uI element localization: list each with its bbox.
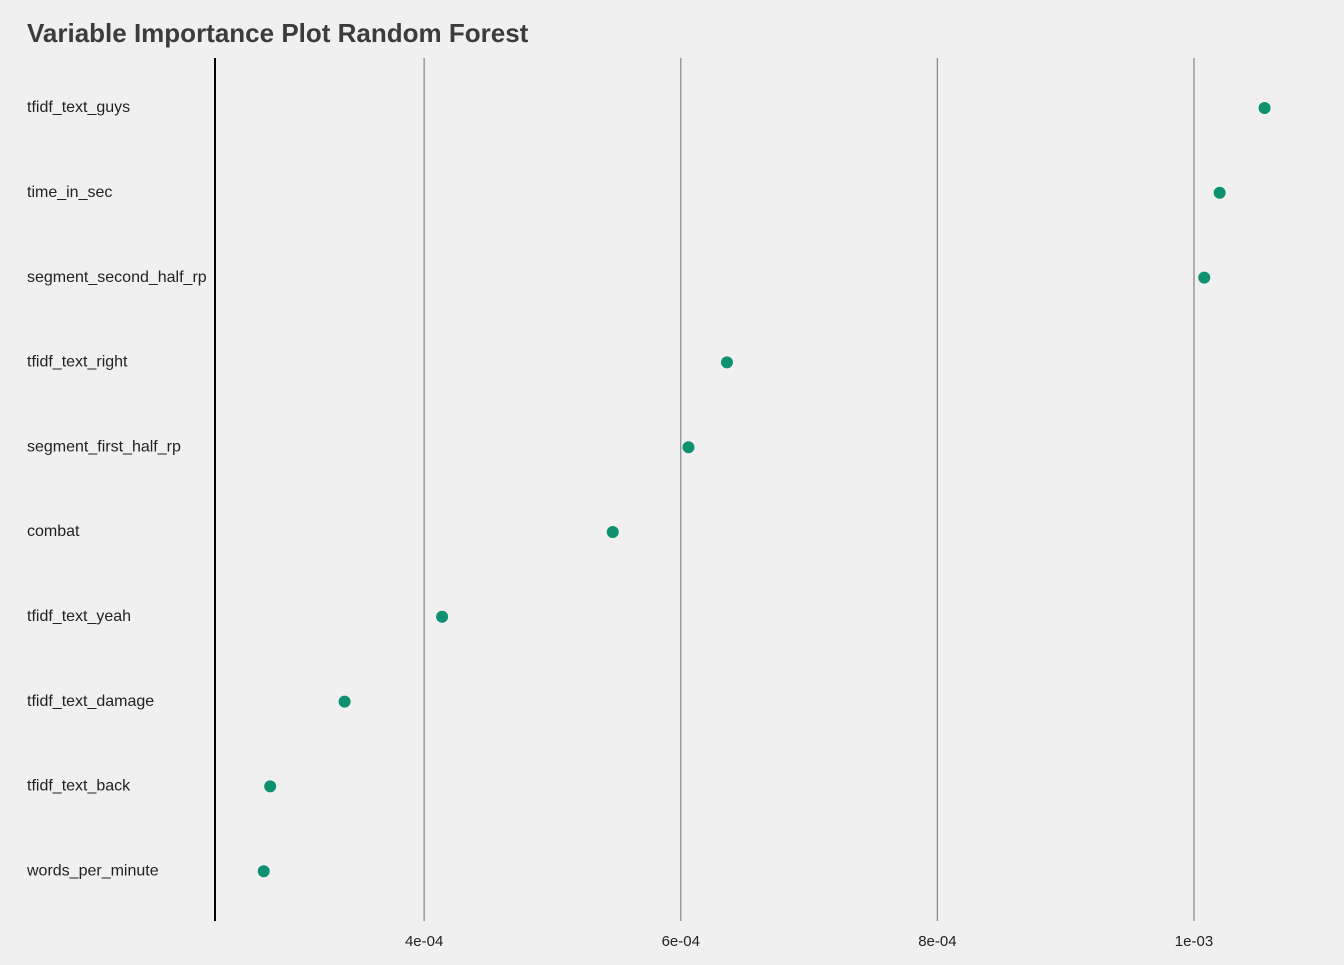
- x-tick-label: 8e-04: [918, 933, 956, 950]
- data-point: [338, 695, 351, 708]
- y-tick-label: tfidf_text_yeah: [27, 608, 131, 625]
- data-points: [257, 102, 1271, 878]
- x-tick-label: 6e-04: [662, 933, 700, 950]
- y-tick-label: tfidf_text_guys: [27, 99, 130, 116]
- data-point: [682, 441, 695, 454]
- x-tick-label: 1e-03: [1175, 933, 1213, 950]
- data-point: [1258, 102, 1271, 114]
- data-point: [436, 610, 449, 623]
- data-point: [1198, 271, 1211, 284]
- gridlines: [423, 58, 1195, 921]
- data-point: [264, 780, 277, 793]
- chart-title: Variable Importance Plot Random Forest: [27, 18, 529, 48]
- data-point: [720, 356, 733, 369]
- data-point: [257, 865, 270, 878]
- data-point: [606, 526, 619, 538]
- y-tick-label: words_per_minute: [26, 862, 159, 879]
- x-tick-label: 4e-04: [405, 933, 443, 950]
- x-axis-ticks: 4e-04 6e-04 8e-04 1e-03: [405, 933, 1213, 950]
- y-tick-label: segment_first_half_rp: [27, 438, 181, 455]
- data-point: [1213, 186, 1226, 199]
- y-tick-label: segment_second_half_rp: [27, 269, 207, 286]
- y-axis-ticks: tfidf_text_guys time_in_sec segment_second…: [26, 99, 207, 879]
- y-tick-label: tfidf_text_right: [27, 354, 128, 371]
- y-tick-label: tfidf_text_damage: [27, 693, 154, 710]
- y-tick-label: tfidf_text_back: [27, 778, 131, 795]
- y-tick-label: time_in_sec: [27, 184, 112, 201]
- y-tick-label: combat: [27, 523, 80, 540]
